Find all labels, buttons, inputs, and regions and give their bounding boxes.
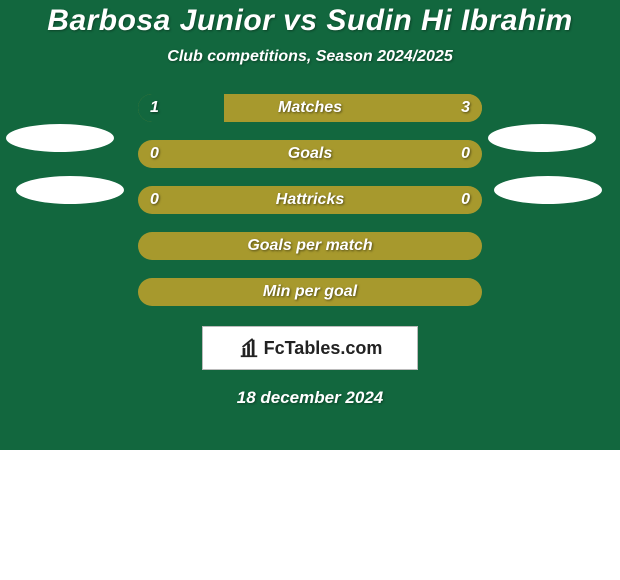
team-ellipse: [16, 176, 124, 204]
logo-text: FcTables.com: [264, 338, 383, 359]
stat-label: Goals per match: [247, 237, 372, 255]
stat-value-left: 0: [150, 145, 159, 163]
stat-row: Goals per match: [138, 232, 482, 260]
stat-row: Hattricks 0 0: [138, 186, 482, 214]
stat-value-right: 0: [461, 191, 470, 209]
stat-value-right: 0: [461, 145, 470, 163]
logo-box: FcTables.com: [202, 326, 418, 370]
subtitle: Club competitions, Season 2024/2025: [0, 48, 620, 66]
date-text: 18 december 2024: [0, 388, 620, 408]
stat-label: Goals: [288, 145, 332, 163]
stat-label: Min per goal: [263, 283, 357, 301]
stat-value-left: 0: [150, 191, 159, 209]
page-title: Barbosa Junior vs Sudin Hi Ibrahim: [0, 4, 620, 38]
team-ellipse: [488, 124, 596, 152]
stat-row: Matches 1 3: [138, 94, 482, 122]
team-ellipse: [494, 176, 602, 204]
team-ellipse: [6, 124, 114, 152]
stat-bar-right-fill: [224, 94, 482, 122]
stat-label: Matches: [278, 99, 342, 117]
stat-row: Goals 0 0: [138, 140, 482, 168]
stat-label: Hattricks: [276, 191, 344, 209]
barchart-icon: [238, 337, 260, 359]
comparison-card: Barbosa Junior vs Sudin Hi Ibrahim Club …: [0, 0, 620, 450]
stat-value-right: 3: [461, 99, 470, 117]
stat-value-left: 1: [150, 99, 159, 117]
stat-row: Min per goal: [138, 278, 482, 306]
